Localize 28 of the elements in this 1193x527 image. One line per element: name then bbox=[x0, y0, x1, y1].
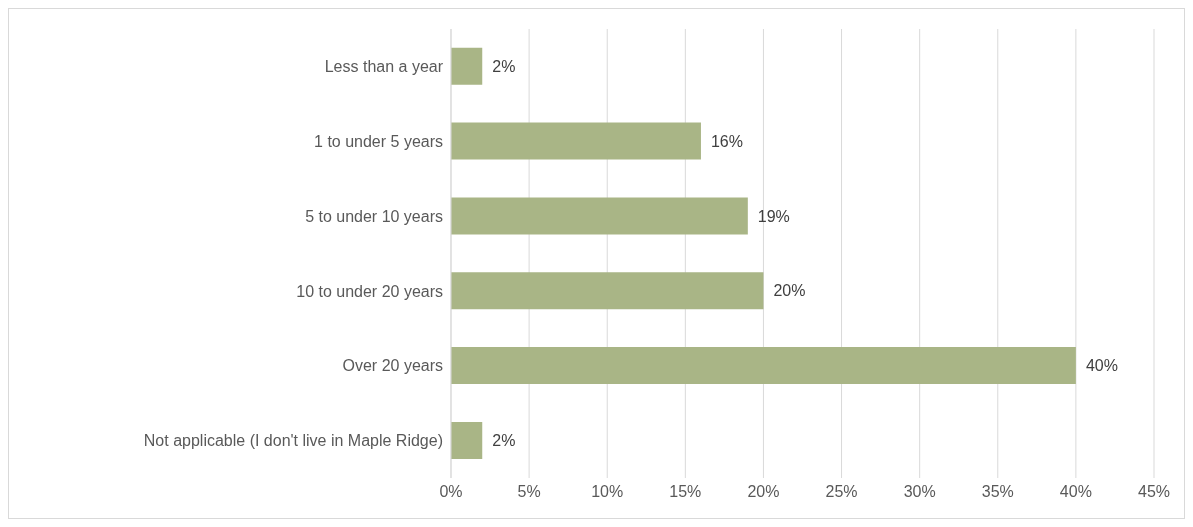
x-tick-label: 25% bbox=[825, 483, 858, 501]
bar bbox=[451, 47, 483, 85]
bar bbox=[451, 272, 764, 310]
y-tick-label: Over 20 years bbox=[342, 357, 443, 375]
y-tick-label: 1 to under 5 years bbox=[314, 132, 443, 150]
x-tick-label: 0% bbox=[439, 483, 463, 501]
data-label: 20% bbox=[773, 282, 806, 300]
x-tick-label: 35% bbox=[981, 483, 1014, 501]
data-label: 2% bbox=[492, 57, 516, 75]
x-tick-label: 10% bbox=[591, 483, 624, 501]
x-tick-label: 20% bbox=[747, 483, 780, 501]
data-label: 19% bbox=[757, 207, 790, 225]
y-tick-label: 5 to under 10 years bbox=[305, 207, 443, 225]
bar bbox=[451, 122, 701, 160]
y-tick-label: Less than a year bbox=[324, 58, 444, 76]
x-tick-label: 30% bbox=[903, 483, 936, 501]
data-label: 16% bbox=[710, 132, 743, 150]
bar bbox=[451, 421, 483, 459]
x-tick-label: 45% bbox=[1137, 483, 1171, 501]
x-tick-label: 40% bbox=[1059, 483, 1092, 501]
bar bbox=[451, 197, 748, 235]
x-tick-label: 5% bbox=[517, 483, 541, 501]
bar bbox=[451, 347, 1076, 385]
x-tick-label: 15% bbox=[669, 483, 702, 501]
y-tick-label: 10 to under 20 years bbox=[296, 282, 443, 300]
data-label: 40% bbox=[1085, 357, 1118, 375]
data-label: 2% bbox=[492, 432, 516, 450]
y-tick-label: Not applicable (I don't live in Maple Ridge) bbox=[143, 432, 443, 450]
